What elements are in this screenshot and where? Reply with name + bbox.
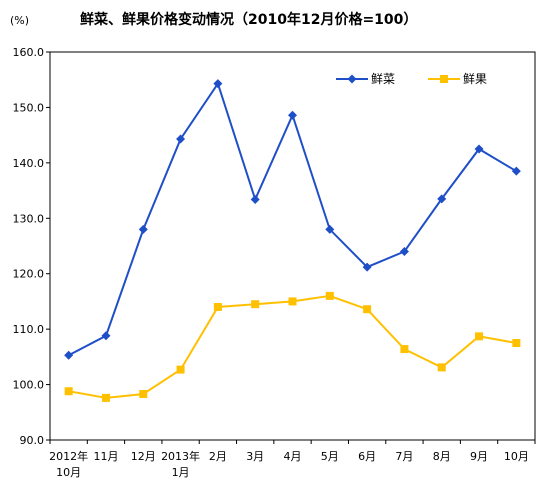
x-tick-label: 11月 bbox=[93, 450, 118, 463]
x-tick-label-line2: 10月 bbox=[56, 466, 81, 479]
data-point bbox=[474, 144, 484, 154]
data-point bbox=[101, 393, 110, 402]
data-point bbox=[176, 365, 185, 374]
y-tick-label: 110.0 bbox=[13, 323, 45, 336]
x-axis: 2012年 10月 11月 12月 2013年 1月 2月 3月 4月 5月 6月 7月 8月 9月 10月 bbox=[49, 440, 536, 479]
data-point bbox=[176, 134, 186, 144]
y-tick-label: 100.0 bbox=[13, 379, 45, 392]
data-point bbox=[437, 194, 447, 204]
data-point bbox=[362, 262, 372, 272]
legend-label: 鲜菜 bbox=[371, 72, 395, 86]
legend-label: 鲜果 bbox=[463, 72, 487, 86]
data-point bbox=[437, 363, 446, 372]
x-tick-label: 2月 bbox=[209, 450, 227, 463]
y-tick-label: 140.0 bbox=[13, 157, 45, 170]
data-point bbox=[64, 350, 74, 360]
data-point bbox=[251, 300, 260, 309]
data-point bbox=[138, 224, 148, 234]
x-tick-label-line2: 1月 bbox=[172, 466, 190, 479]
data-point bbox=[250, 194, 260, 204]
y-tick-label: 120.0 bbox=[13, 268, 45, 281]
x-tick-label: 3月 bbox=[246, 450, 264, 463]
legend-marker bbox=[347, 74, 357, 84]
data-point bbox=[325, 224, 335, 234]
data-point bbox=[363, 305, 372, 314]
series-group bbox=[64, 79, 521, 402]
x-tick-label: 7月 bbox=[395, 450, 413, 463]
data-point bbox=[475, 332, 484, 341]
x-tick-label: 4月 bbox=[284, 450, 302, 463]
x-tick-label: 5月 bbox=[321, 450, 339, 463]
data-point bbox=[64, 387, 73, 396]
y-tick-label: 150.0 bbox=[13, 101, 45, 114]
legend: 鲜菜 鲜果 bbox=[336, 72, 487, 86]
x-tick-label: 12月 bbox=[131, 450, 156, 463]
plot-area bbox=[49, 51, 536, 441]
x-tick-label: 8月 bbox=[433, 450, 451, 463]
data-point bbox=[512, 339, 521, 347]
data-point bbox=[213, 302, 222, 311]
data-point bbox=[139, 389, 148, 398]
data-point bbox=[101, 331, 111, 341]
series-line-1 bbox=[68, 294, 517, 399]
data-point bbox=[288, 110, 297, 120]
data-point bbox=[511, 166, 521, 176]
x-tick-label: 6月 bbox=[358, 450, 376, 463]
data-point bbox=[325, 291, 334, 300]
chart-title: 鲜菜、鲜果价格变动情况（2010年12月价格=100） bbox=[80, 11, 417, 28]
data-point bbox=[288, 297, 297, 306]
y-axis: 90.0 100.0 110.0 120.0 130.0 140.0 150.0 160.0 bbox=[13, 46, 50, 447]
y-tick-label: 160.0 bbox=[13, 46, 45, 59]
x-tick-label: 10月 bbox=[504, 450, 529, 463]
x-tick-label: 9月 bbox=[470, 450, 488, 463]
legend-marker bbox=[440, 75, 448, 83]
x-tick-label: 2012年 bbox=[49, 449, 88, 463]
y-tick-label: 130.0 bbox=[13, 212, 45, 225]
data-point bbox=[400, 345, 409, 354]
y-unit-label: (%) bbox=[10, 14, 29, 27]
y-tick-label: 90.0 bbox=[20, 434, 45, 447]
series-line-0 bbox=[68, 81, 517, 357]
data-point bbox=[213, 79, 223, 89]
x-tick-label: 2013年 bbox=[161, 449, 200, 463]
data-point bbox=[399, 247, 409, 257]
